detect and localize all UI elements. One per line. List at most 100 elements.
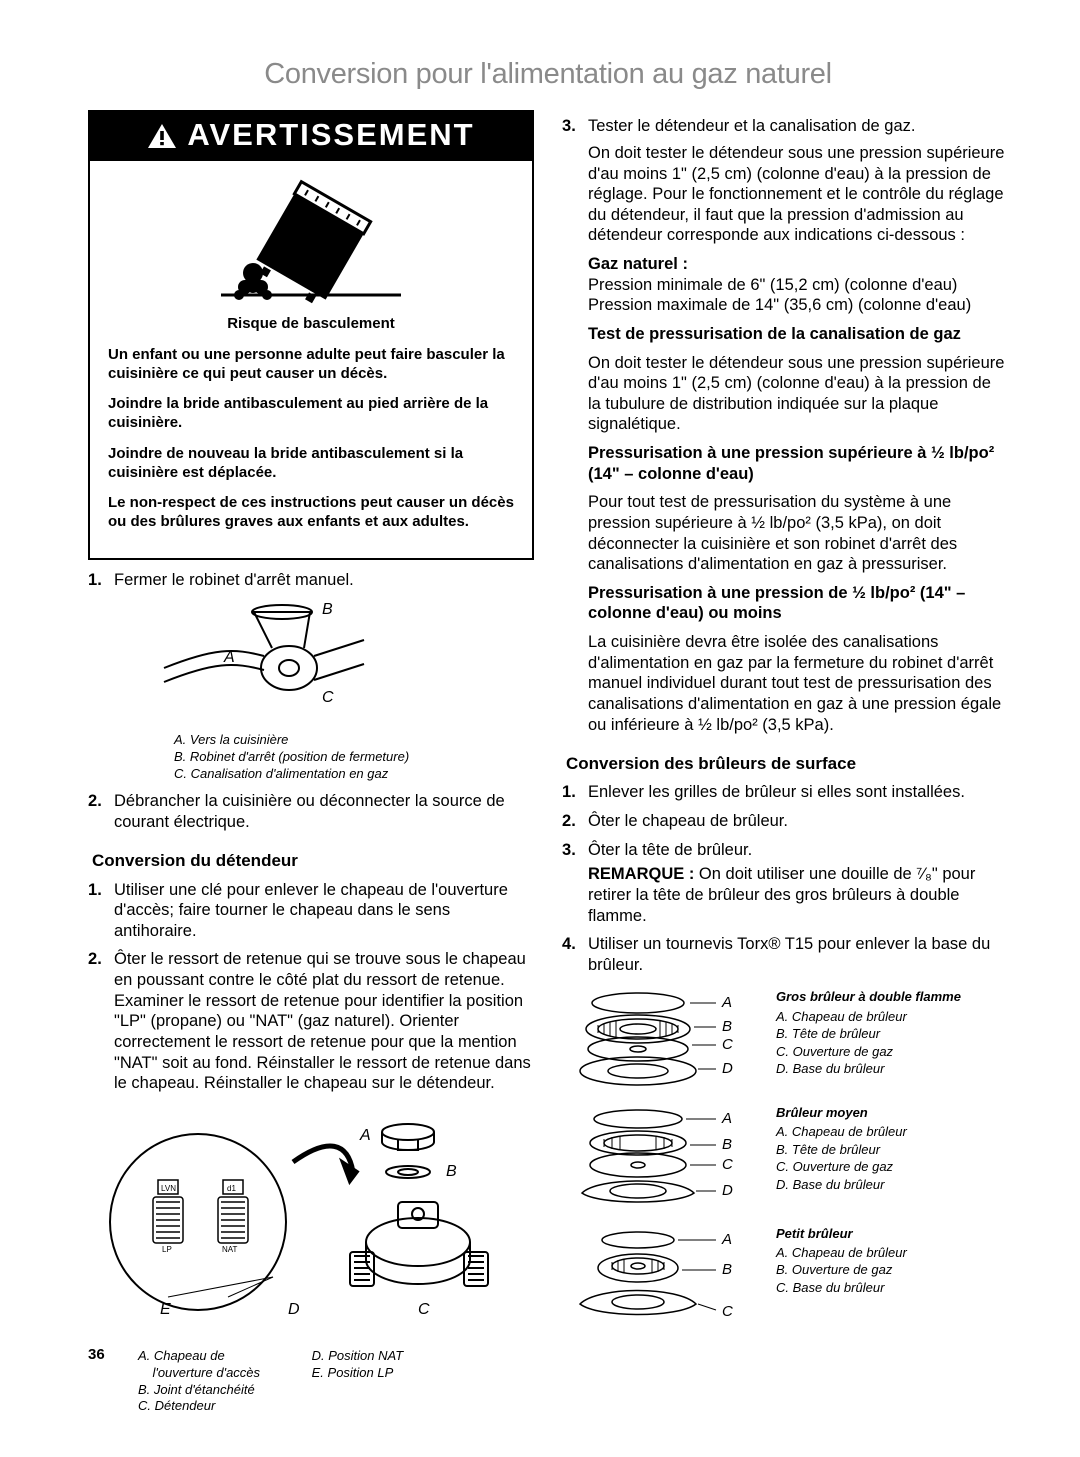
svg-text:B: B	[722, 1136, 732, 1153]
valve-cap-c: C. Canalisation d'alimentation en gaz	[174, 766, 534, 783]
svg-text:D: D	[288, 1301, 300, 1318]
svg-text:A: A	[223, 649, 235, 666]
test-p: On doit tester le détendeur sous une pre…	[588, 353, 1008, 436]
left-step-1-text: Fermer le robinet d'arrêt manuel.	[114, 571, 354, 589]
right-steps-top: Tester le détendeur et la canalisation d…	[562, 116, 1008, 735]
svg-text:E: E	[160, 1301, 171, 1318]
big-a: A. Chapeau de brûleur	[776, 1008, 1008, 1026]
small-b: B. Ouverture de gaz	[776, 1261, 1008, 1279]
svg-text:C: C	[418, 1301, 430, 1318]
warning-triangle-icon	[147, 123, 177, 149]
warn-p1: Un enfant ou une personne adulte peut fa…	[108, 346, 514, 384]
svg-text:LVN: LVN	[161, 1184, 176, 1193]
big-title: Gros brûleur à double flamme	[776, 989, 1008, 1005]
med-d: D. Base du brûleur	[776, 1176, 1008, 1194]
det-steps: Utiliser une clé pour enlever le chapeau…	[88, 880, 534, 1094]
gas-nat-h: Gaz naturel :	[588, 255, 688, 273]
burner-big-icon: A B C D	[568, 989, 758, 1089]
warning-header: AVERTISSEMENT	[90, 112, 532, 161]
warn-p4: Le non-respect de ces instructions peut …	[108, 494, 514, 532]
reg-cap-a1: A. Chapeau de	[138, 1348, 225, 1363]
page-title: Conversion pour l'alimentation au gaz na…	[88, 56, 1008, 92]
conv-surf-heading: Conversion des brûleurs de surface	[566, 753, 1008, 774]
svg-text:C: C	[722, 1303, 733, 1320]
surf-step-3: Ôter la tête de brûleur. REMARQUE : On d…	[562, 840, 1008, 927]
valve-cap-a: A. Vers la cuisinière	[174, 732, 534, 749]
surf-step-1: Enlever les grilles de brûleur si elles …	[562, 782, 1008, 803]
reg-cap-e: E. Position LP	[312, 1365, 394, 1380]
svg-text:A: A	[359, 1127, 371, 1144]
inf-p: La cuisinière devra être isolée des cana…	[588, 632, 1008, 735]
svg-text:A: A	[721, 1110, 732, 1127]
burner-small-icon: A B C	[568, 1226, 758, 1321]
warning-word: AVERTISSEMENT	[187, 116, 474, 155]
med-title: Brûleur moyen	[776, 1105, 1008, 1121]
left-step-2: Débrancher la cuisinière ou déconnecter …	[88, 791, 534, 832]
svg-text:B: B	[722, 1261, 732, 1278]
burner-med-row: A B C D Brûleur moyen A. Chapeau de brûl…	[568, 1105, 1008, 1216]
tip-over-icon	[211, 175, 411, 305]
burner-big-row: A B C D Gros brûleur à double flamme A. …	[568, 989, 1008, 1095]
surf-s2: Ôter le chapeau de brûleur.	[588, 812, 788, 830]
surf-step-2: Ôter le chapeau de brûleur.	[562, 811, 1008, 832]
sup-h: Pressurisation à une pression supérieure…	[588, 443, 1008, 484]
warn-risk-title: Risque de basculement	[108, 315, 514, 334]
sup-p: Pour tout test de pressurisation du syst…	[588, 492, 1008, 575]
svg-text:C: C	[722, 1036, 733, 1053]
surf-s4: Utiliser un tournevis Torx® T15 pour enl…	[588, 935, 990, 974]
det-step-1: Utiliser une clé pour enlever le chapeau…	[88, 880, 534, 942]
med-c: C. Ouverture de gaz	[776, 1158, 1008, 1176]
svg-text:B: B	[322, 601, 333, 618]
reg-cap-a2: l'ouverture d'accès	[152, 1365, 260, 1380]
svg-text:B: B	[446, 1163, 457, 1180]
det-step-2-text: Ôter le ressort de retenue qui se trouve…	[114, 950, 531, 1092]
gas-nat-1: Pression minimale de 6" (15,2 cm) (colon…	[588, 276, 957, 294]
surf-step-4: Utiliser un tournevis Torx® T15 pour enl…	[562, 934, 1008, 975]
big-d: D. Base du brûleur	[776, 1060, 1008, 1078]
svg-text:D: D	[722, 1060, 733, 1077]
valve-cap-b: B. Robinet d'arrêt (position de fermetur…	[174, 749, 534, 766]
surf-s3-rem-l: REMARQUE :	[588, 865, 694, 883]
det-step-2: Ôter le ressort de retenue qui se trouve…	[88, 949, 534, 1093]
left-step-2-text: Débrancher la cuisinière ou déconnecter …	[114, 792, 505, 831]
left-step-1: Fermer le robinet d'arrêt manuel.	[88, 570, 534, 783]
big-b: B. Tête de brûleur	[776, 1025, 1008, 1043]
conv-det-heading: Conversion du détendeur	[92, 850, 534, 871]
r3-lead: Tester le détendeur et la canalisation d…	[588, 117, 915, 135]
surf-steps: Enlever les grilles de brûleur si elles …	[562, 782, 1008, 975]
med-b: B. Tête de brûleur	[776, 1141, 1008, 1159]
shutoff-valve-figure: A B C	[154, 596, 414, 726]
page-number: 36	[88, 1346, 105, 1365]
burner-med-icon: A B C D	[568, 1105, 758, 1210]
svg-text:C: C	[322, 689, 334, 706]
burner-small-row: A B C Petit brûleur A. Chapeau de brûleu…	[568, 1226, 1008, 1327]
warning-box: AVERTISSEMENT	[88, 110, 534, 560]
svg-text:NAT: NAT	[222, 1245, 238, 1254]
left-steps: Fermer le robinet d'arrêt manuel.	[88, 570, 534, 833]
surf-s3: Ôter la tête de brûleur.	[588, 841, 752, 859]
reg-cap-d: D. Position NAT	[312, 1348, 404, 1363]
reg-cap-b: B. Joint d'étanchéité	[138, 1382, 255, 1397]
svg-text:LP: LP	[162, 1245, 172, 1254]
svg-text:D: D	[722, 1182, 733, 1199]
small-c: C. Base du brûleur	[776, 1279, 1008, 1297]
big-c: C. Ouverture de gaz	[776, 1043, 1008, 1061]
warn-p2: Joindre la bride antibasculement au pied…	[108, 395, 514, 433]
valve-caption: A. Vers la cuisinière B. Robinet d'arrêt…	[174, 732, 534, 783]
r3-p1: On doit tester le détendeur sous une pre…	[588, 143, 1008, 246]
right-step-3: Tester le détendeur et la canalisation d…	[562, 116, 1008, 735]
svg-text:C: C	[722, 1156, 733, 1173]
svg-text:B: B	[722, 1018, 732, 1035]
small-a: A. Chapeau de brûleur	[776, 1244, 1008, 1262]
surf-s1: Enlever les grilles de brûleur si elles …	[588, 783, 965, 801]
det-step-1-text: Utiliser une clé pour enlever le chapeau…	[114, 881, 508, 940]
med-a: A. Chapeau de brûleur	[776, 1123, 1008, 1141]
regulator-caption: A. Chapeau de l'ouverture d'accès B. Joi…	[138, 1348, 534, 1416]
svg-text:A: A	[721, 994, 732, 1011]
small-title: Petit brûleur	[776, 1226, 1008, 1242]
left-column: AVERTISSEMENT	[88, 110, 534, 1417]
reg-cap-c: C. Détendeur	[138, 1398, 215, 1413]
regulator-figure: LVN LP d1 NAT	[98, 1102, 528, 1342]
svg-text:d1: d1	[227, 1184, 236, 1193]
gas-nat-2: Pression maximale de 14" (35,6 cm) (colo…	[588, 296, 971, 314]
